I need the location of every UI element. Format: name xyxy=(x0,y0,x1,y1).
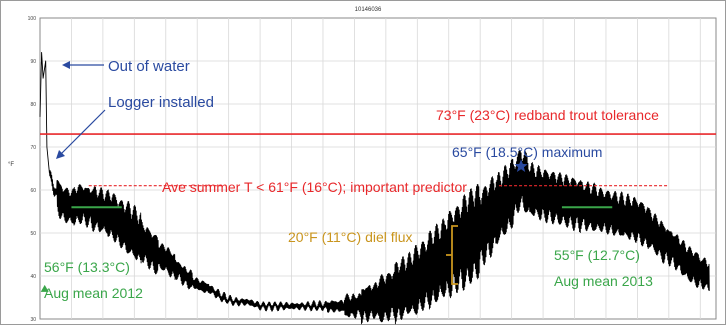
y-tick-label: 80 xyxy=(30,102,36,108)
reference-layer xyxy=(40,133,716,209)
aug2013-value-label: 55°F (12.7°C) xyxy=(554,247,640,263)
diel-flux-label: 20°F (11°C) diel flux xyxy=(288,229,413,245)
axis-layer: 30 40 50 60 70 80 90 100 xyxy=(28,16,37,323)
y-axis-label: °F xyxy=(8,162,14,168)
y-tick-label: 70 xyxy=(30,145,36,151)
logger-installed-arrow xyxy=(56,109,106,159)
y-tick-label: 50 xyxy=(30,231,36,237)
aug2012-caption: Aug mean 2012 xyxy=(44,285,143,301)
tolerance-label: 73°F (23°C) redband trout tolerance xyxy=(436,107,659,123)
chart-title: 10146036 xyxy=(355,7,382,13)
y-tick-label: 30 xyxy=(30,317,36,323)
out-of-water-label: Out of water xyxy=(108,58,190,75)
y-tick-label: 60 xyxy=(30,188,36,194)
maximum-star-marker xyxy=(514,159,528,172)
plot-area-border xyxy=(39,17,717,320)
logger-installed-label: Logger installed xyxy=(108,94,214,111)
y-tick-label: 100 xyxy=(28,16,37,22)
out-of-water-arrow xyxy=(62,61,104,69)
marker-layer xyxy=(40,159,528,292)
aug2012-value-label: 56°F (13.3°C) xyxy=(44,259,130,275)
maximum-label: 65°F (18.5°C) maximum xyxy=(452,144,602,160)
y-tick-label: 40 xyxy=(30,274,36,280)
diel-flux-bracket xyxy=(446,225,458,285)
green-triangle-marker xyxy=(40,284,49,292)
aug2013-caption: Aug mean 2013 xyxy=(554,273,653,289)
series-layer xyxy=(39,51,710,325)
summer-mean-label: Ave summer T < 61°F (16°C); important pr… xyxy=(162,179,467,195)
temperature-series-line xyxy=(39,51,710,325)
y-tick-label: 90 xyxy=(30,59,36,65)
